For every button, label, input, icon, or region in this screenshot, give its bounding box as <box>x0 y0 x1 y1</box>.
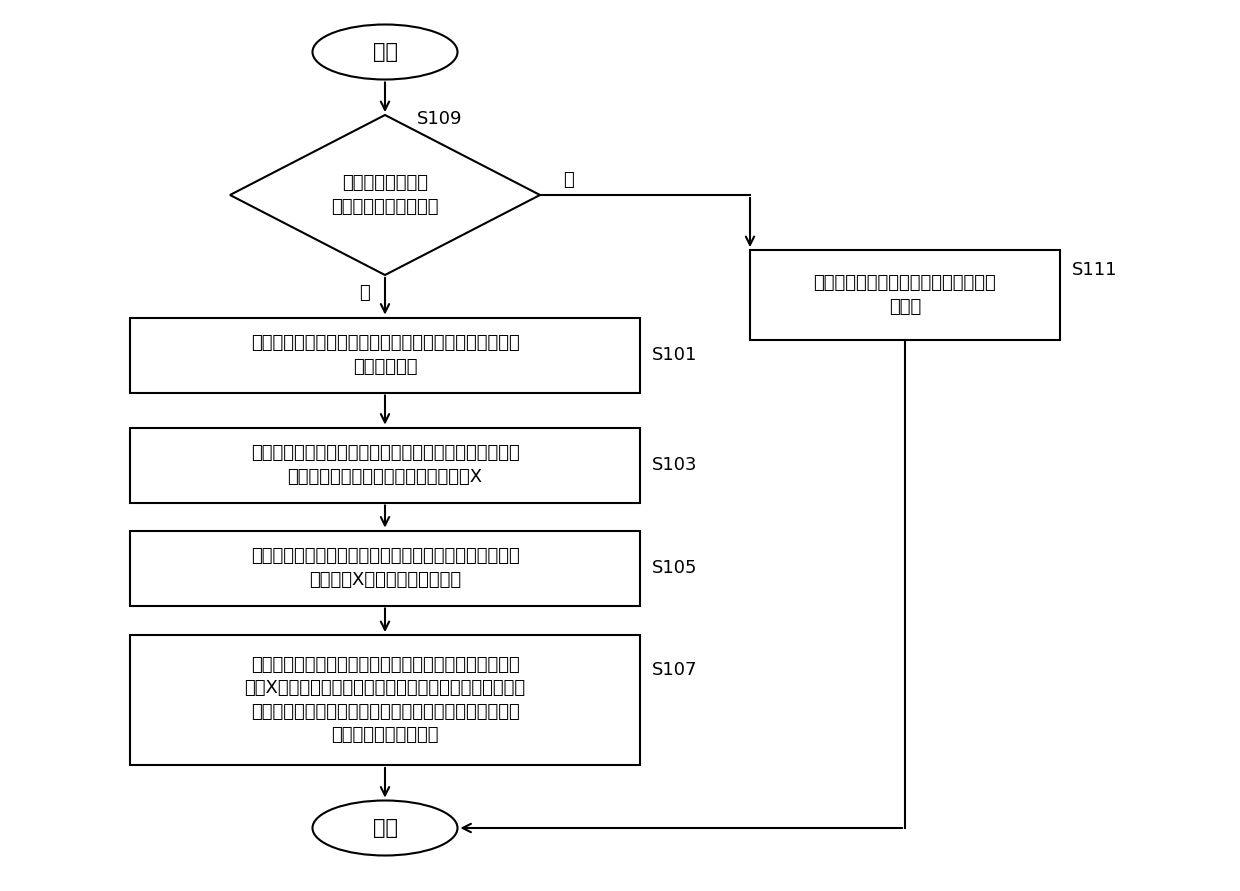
Bar <box>130 530 640 606</box>
Text: 按照现有技术进行信号劣化上报切换保
护处理: 按照现有技术进行信号劣化上报切换保 护处理 <box>813 274 997 315</box>
Text: 是: 是 <box>360 284 371 302</box>
Bar <box>130 317 640 393</box>
Text: 结束: 结束 <box>372 818 398 838</box>
Bar <box>130 635 640 765</box>
Text: 否: 否 <box>563 171 573 189</box>
Text: S101: S101 <box>652 346 698 364</box>
Text: S103: S103 <box>652 456 698 474</box>
Text: S107: S107 <box>652 661 698 679</box>
Text: 开始: 开始 <box>372 42 398 62</box>
Text: 根据获取的成员端口状态信息，得到链路聚合端口的成员
端口中产生信号劣化光路衰减的个数值X: 根据获取的成员端口状态信息，得到链路聚合端口的成员 端口中产生信号劣化光路衰减的… <box>250 445 520 486</box>
Polygon shape <box>229 115 539 275</box>
Ellipse shape <box>312 800 458 855</box>
Ellipse shape <box>312 24 458 79</box>
Text: 从链路聚合端口的状态寄存器中获取链路聚合端口的成员
端口状态信息: 从链路聚合端口的状态寄存器中获取链路聚合端口的成员 端口状态信息 <box>250 334 520 376</box>
Text: S105: S105 <box>652 559 698 577</box>
Text: S111: S111 <box>1073 261 1117 279</box>
Bar <box>750 250 1060 340</box>
Text: 将得到链路聚合端口的成员端口中产生信号劣化光路衰减
的个数值X与预定阈值进行比较: 将得到链路聚合端口的成员端口中产生信号劣化光路衰减 的个数值X与预定阈值进行比较 <box>250 547 520 589</box>
Text: S109: S109 <box>417 110 463 128</box>
Bar <box>130 428 640 503</box>
Text: 判断网络侧出端口
是否为链路聚合端口？: 判断网络侧出端口 是否为链路聚合端口？ <box>331 175 439 216</box>
Text: 当链路聚合端口的成员端口中产生信号劣化光路衰减的个
数值X大于预定阈值时，将链路聚合端口的所有成员端口状
态设置为信号劣化状态，并通知虚段层上报故障进行业务
保: 当链路聚合端口的成员端口中产生信号劣化光路衰减的个 数值X大于预定阈值时，将链路… <box>244 656 526 744</box>
